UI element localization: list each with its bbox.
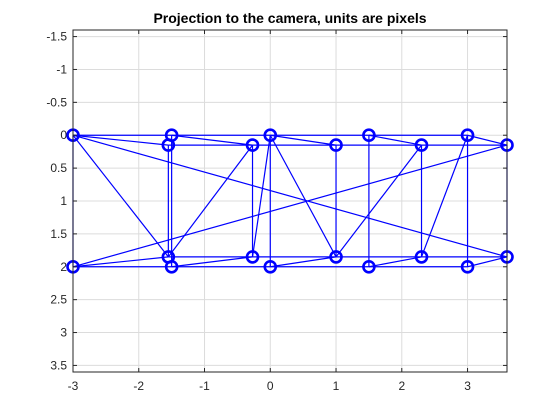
plot-edges	[72, 134, 508, 268]
point-marker	[161, 138, 176, 152]
edge-line	[171, 134, 253, 146]
edge-line	[72, 134, 508, 258]
y-tick-label: -1	[56, 62, 67, 76]
point-marker	[460, 259, 475, 274]
x-tick-label: 3	[464, 379, 471, 393]
x-tick-label: 0	[267, 379, 274, 393]
plot-markers	[66, 128, 514, 274]
edge-line	[72, 256, 169, 268]
edge-line	[270, 256, 337, 268]
ticks: -3 -2 -1 0 1 2 3 -1.5 -1 -0.5 0 0.5 1 1.5 2 2.5 3 3.5	[46, 30, 507, 393]
point-marker	[414, 138, 429, 152]
y-tick-label: 2.5	[50, 293, 67, 307]
y-tick-label: 1.5	[50, 227, 67, 241]
y-tick-label: -0.5	[46, 95, 67, 109]
y-tick-label: -1.5	[46, 30, 67, 44]
edge-line	[368, 256, 422, 268]
edge-line	[270, 134, 337, 146]
point-marker	[263, 259, 278, 274]
point-marker	[460, 128, 475, 143]
y-tick-label: 0.5	[50, 161, 67, 175]
point-marker	[245, 138, 260, 152]
x-tick-label: -1	[199, 379, 210, 393]
point-marker	[263, 128, 278, 143]
y-tick-label: 2	[60, 260, 67, 274]
edge-line	[72, 134, 169, 146]
point-marker	[414, 250, 429, 264]
edge-line	[167, 144, 253, 258]
edge-line	[420, 135, 469, 258]
edge-line	[251, 135, 271, 257]
x-tick-label: -2	[133, 379, 144, 393]
x-tick-label: -3	[68, 379, 79, 393]
edge-line	[269, 134, 337, 258]
y-tick-label: 1	[60, 194, 67, 208]
point-marker	[245, 250, 260, 264]
point-marker	[329, 250, 343, 264]
edge-line	[171, 256, 253, 268]
point-marker	[161, 250, 176, 264]
y-tick-label: 3	[60, 326, 67, 340]
edge-line	[72, 134, 169, 258]
x-tick-label: 2	[398, 379, 405, 393]
edge-line	[72, 144, 508, 268]
edge-line	[368, 134, 422, 146]
chart-title: Projection to the camera, units are pixe…	[153, 10, 426, 26]
edge-line	[335, 144, 422, 258]
y-tick-label: 3.5	[50, 358, 67, 372]
x-tick-label: 1	[333, 379, 340, 393]
point-marker	[329, 138, 343, 152]
point-marker	[362, 259, 376, 274]
grid	[72, 30, 507, 372]
y-tick-label: 0	[60, 128, 67, 142]
point-marker	[362, 128, 376, 143]
